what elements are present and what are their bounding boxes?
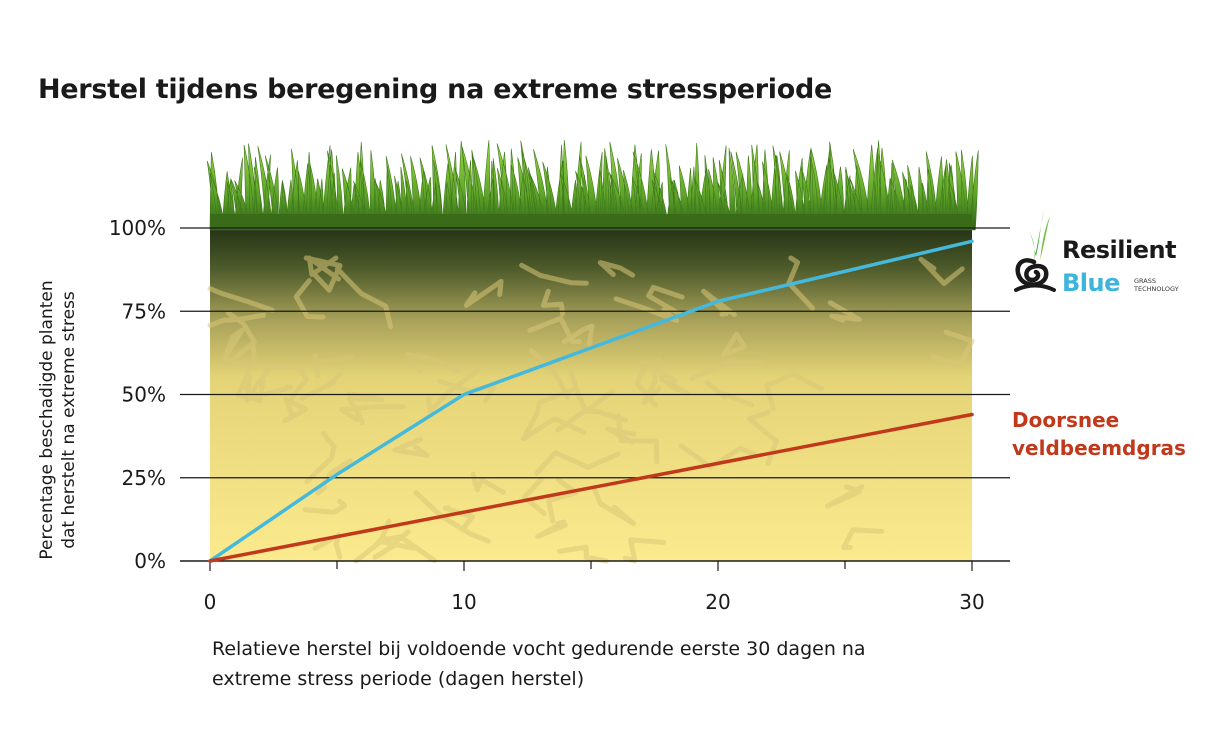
x-axis-label-line1: Relatieve herstel bij voldoende vocht ge… [212, 638, 866, 660]
y-axis-label: Percentage beschadigde planten dat herste… [37, 280, 79, 559]
chart-title: Herstel tijdens beregening na extreme st… [38, 74, 833, 105]
x-tick-label: 20 [705, 590, 730, 614]
logo-word-blue: Blue [1062, 269, 1120, 297]
logo-sub-technology: TECHNOLOGY [1134, 284, 1179, 293]
grass-base [210, 214, 972, 230]
series-line-doorsnee [208, 412, 974, 563]
y-axis-label-line1: Percentage beschadigde planten [37, 280, 57, 559]
series-label-doorsnee: Doorsnee veldbeemdgras [1012, 406, 1186, 462]
grass-blades [206, 140, 979, 231]
x-tick-label: 30 [959, 590, 984, 614]
logo-word-resilient: Resilient [1062, 236, 1177, 264]
y-tick-label: 100% [109, 216, 166, 240]
x-tick-label: 0 [204, 590, 217, 614]
x-axis-label: Relatieve herstel bij voldoende vocht ge… [212, 634, 992, 694]
y-tick-label: 50% [122, 383, 166, 407]
soil-cracks [207, 255, 975, 564]
y-tick-label: 25% [122, 466, 166, 490]
resilient-blue-logo: Resilient Blue GRASS TECHNOLOGY [1010, 206, 1210, 302]
logo-subtitle: GRASS TECHNOLOGY [1134, 277, 1179, 293]
y-tick-label: 75% [122, 299, 166, 323]
x-tick-label: 10 [451, 590, 476, 614]
series-label-line1: Doorsnee [1012, 408, 1120, 432]
y-tick-label: 0% [134, 549, 166, 573]
series-label-line2: veldbeemdgras [1012, 436, 1186, 460]
logo-sub-grass: GRASS [1134, 277, 1156, 285]
y-axis-label-line2: dat herstelt na extreme stress [59, 291, 79, 549]
grass-swirl-icon [1014, 210, 1056, 292]
x-axis-label-line2: extreme stress periode (dagen herstel) [212, 668, 585, 690]
